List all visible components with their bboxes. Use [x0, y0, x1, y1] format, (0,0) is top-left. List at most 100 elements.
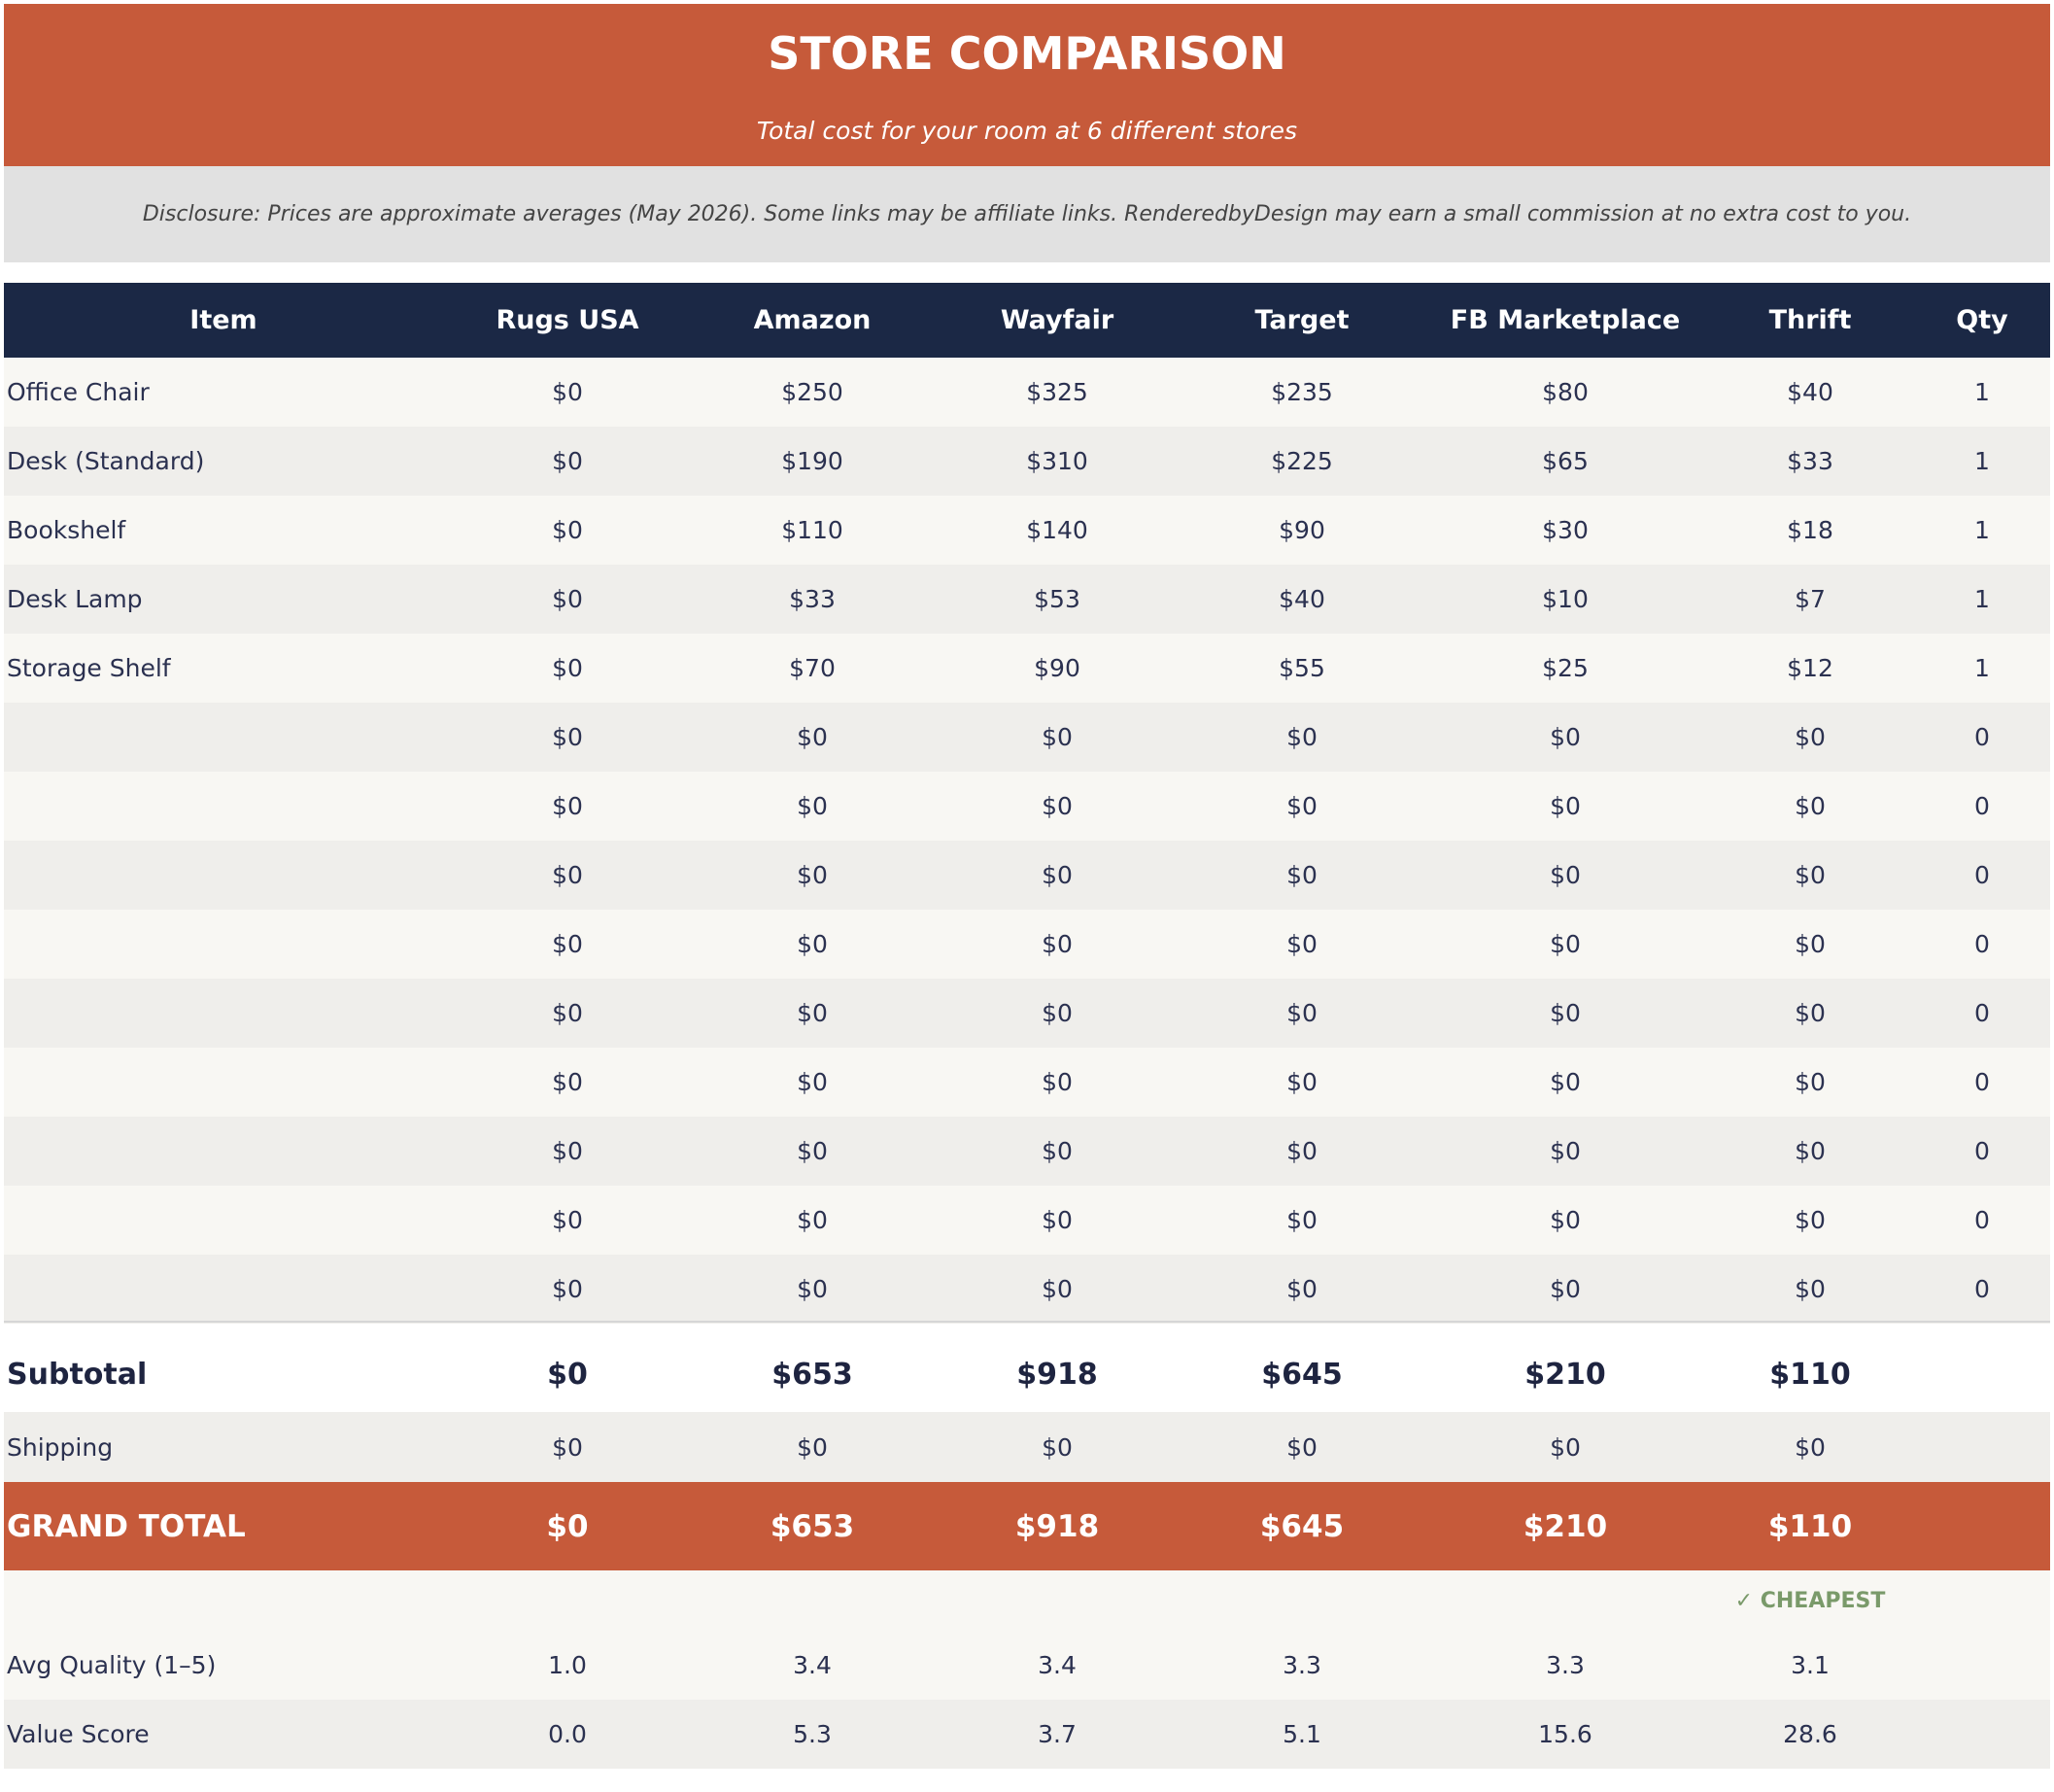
table-cell: $40 [1787, 378, 1833, 406]
metric-cell: 3.1 [1791, 1651, 1830, 1679]
metric-row: Avg Quality (1–5) 1.0 3.4 3.4 3.3 3.3 3.1 [4, 1631, 2050, 1700]
table-cell: 0 [1974, 930, 1990, 958]
table-cell: 1 [1974, 654, 1990, 682]
subtotal-row: Subtotal $0 $653 $918 $645 $210 $110 [4, 1336, 2050, 1412]
table-cell: $0 [797, 861, 828, 889]
table-cell: $0 [1795, 792, 1826, 820]
table-cell: $0 [1550, 1137, 1581, 1165]
table-cell: $0 [552, 861, 583, 889]
separator [4, 1321, 2050, 1323]
title: STORE COMPARISON [768, 27, 1286, 80]
subtotal-cell: $918 [1016, 1357, 1098, 1392]
metric-cell: 1.0 [548, 1651, 587, 1679]
table-cell: 0 [1974, 1137, 1990, 1165]
metric-row: Value Score 0.0 5.3 3.7 5.1 15.6 28.6 [4, 1700, 2050, 1769]
table-cell: $0 [797, 1275, 828, 1303]
table-cell: $0 [797, 999, 828, 1027]
table-cell: $18 [1787, 516, 1833, 544]
table-cell: $190 [781, 447, 843, 475]
item-row: $0 $0 $0 $0 $0 $0 0 [4, 841, 2050, 910]
table-cell: $0 [1550, 1275, 1581, 1303]
column-header: Target [1254, 305, 1350, 335]
item-row: $0 $0 $0 $0 $0 $0 0 [4, 910, 2050, 979]
table-cell: $0 [552, 1137, 583, 1165]
table-cell: $90 [1279, 516, 1325, 544]
disclosure-box: Disclosure: Prices are approximate avera… [4, 166, 2050, 262]
table-cell: $0 [552, 792, 583, 820]
header-row: Item Rugs USA Amazon Wayfair Target FB Market… [4, 283, 2050, 358]
table-cell: $0 [1042, 1275, 1073, 1303]
grand-total-row: GRAND TOTAL $0 $653 $918 $645 $210 $110 [4, 1482, 2050, 1570]
column-header: FB Marketplace [1450, 305, 1681, 335]
subtotal-cell: Subtotal [7, 1357, 148, 1392]
table-cell: $0 [1286, 861, 1318, 889]
metric-cell: 0.0 [548, 1720, 587, 1748]
table-cell: $0 [1042, 723, 1073, 751]
subtotal-cell: $110 [1769, 1357, 1851, 1392]
table-cell: $0 [1795, 1206, 1826, 1234]
table-cell: $0 [552, 378, 583, 406]
cheapest-badge: ✓ CHEAPEST [1734, 1588, 1886, 1613]
table-cell: $0 [552, 516, 583, 544]
subtotal-cell: $653 [771, 1357, 853, 1392]
table-cell: $0 [552, 1275, 583, 1303]
shipping-cell: $0 [1042, 1432, 1073, 1462]
table-cell: $0 [1286, 723, 1318, 751]
table-cell: $0 [1795, 999, 1826, 1027]
shipping-cell: $0 [1286, 1432, 1318, 1462]
table-cell: $0 [1042, 1137, 1073, 1165]
item-row: Bookshelf $0 $110 $140 $90 $30 $18 1 [4, 496, 2050, 565]
table-cell: 0 [1974, 999, 1990, 1027]
table-cell: $55 [1279, 654, 1325, 682]
table-cell: $7 [1795, 585, 1826, 613]
table-cell: 0 [1974, 723, 1990, 751]
item-row: $0 $0 $0 $0 $0 $0 0 [4, 1186, 2050, 1255]
table-cell: $0 [1042, 930, 1073, 958]
item-row: $0 $0 $0 $0 $0 $0 0 [4, 772, 2050, 841]
table-cell: $0 [797, 1137, 828, 1165]
metric-cell: 15.6 [1538, 1720, 1592, 1748]
table-cell: $0 [1550, 930, 1581, 958]
table-cell: $0 [552, 1206, 583, 1234]
table-cell: $0 [1550, 1206, 1581, 1234]
table-cell: $0 [1042, 861, 1073, 889]
table-cell: 1 [1974, 447, 1990, 475]
column-header: Thrift [1768, 305, 1852, 335]
table-cell: 1 [1974, 516, 1990, 544]
table-cell: $0 [1550, 999, 1581, 1027]
disclosure: Disclosure: Prices are approximate avera… [142, 202, 1912, 226]
shipping-cell: Shipping [7, 1432, 114, 1462]
metric-cell: 3.4 [793, 1651, 832, 1679]
shipping-cell: $0 [1795, 1432, 1826, 1462]
table-cell: $0 [1795, 1275, 1826, 1303]
shipping-cell: $0 [1550, 1432, 1581, 1462]
subtotal-cell: $0 [547, 1357, 588, 1392]
table-cell: 0 [1974, 1206, 1990, 1234]
table-cell: 0 [1974, 1068, 1990, 1096]
badge-row: ✓ CHEAPEST [4, 1570, 2050, 1631]
table-cell: $0 [1286, 1206, 1318, 1234]
table-cell: $0 [1286, 1068, 1318, 1096]
table-cell: Storage Shelf [7, 654, 171, 682]
table-cell: $0 [552, 654, 583, 682]
column-header: Wayfair [1000, 305, 1114, 335]
table-cell: $0 [1550, 723, 1581, 751]
table-cell: Bookshelf [7, 516, 126, 544]
table-cell: $80 [1542, 378, 1589, 406]
metric-cell: Avg Quality (1–5) [7, 1651, 217, 1679]
grand-total-cell: $110 [1767, 1508, 1853, 1544]
shipping-row: Shipping $0 $0 $0 $0 $0 $0 [4, 1412, 2050, 1482]
table-cell: $0 [1550, 861, 1581, 889]
item-row: Desk Lamp $0 $33 $53 $40 $10 $7 1 [4, 565, 2050, 634]
table-cell: $25 [1542, 654, 1589, 682]
table-cell: 0 [1974, 792, 1990, 820]
table-cell: $0 [1795, 930, 1826, 958]
table-cell: $65 [1542, 447, 1589, 475]
grand-total-cell: $653 [770, 1508, 855, 1544]
item-row: $0 $0 $0 $0 $0 $0 0 [4, 1255, 2050, 1324]
table-cell: $0 [797, 930, 828, 958]
metric-cell: 3.3 [1546, 1651, 1585, 1679]
title-banner: STORE COMPARISON Total cost for your roo… [4, 4, 2050, 166]
metric-cell: 3.4 [1038, 1651, 1077, 1679]
